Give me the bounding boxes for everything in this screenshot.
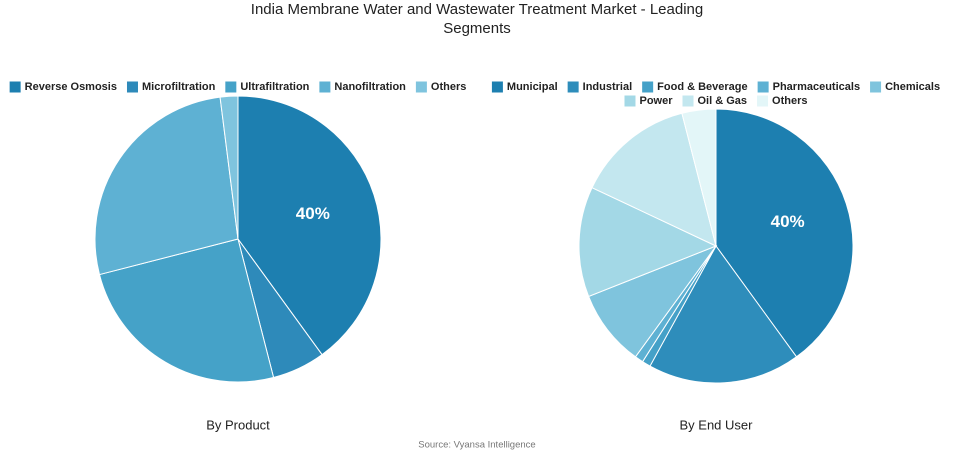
legend-label: Industrial	[583, 81, 633, 93]
data-label: 40%	[771, 212, 805, 231]
legend-item: Pharmaceuticals	[757, 81, 860, 93]
legend-label: Microfiltration	[142, 81, 216, 93]
legend-label: Nanofiltration	[334, 81, 406, 93]
pie-slice	[715, 108, 854, 358]
pie-slice	[681, 108, 717, 247]
legend-label: Food & Beverage	[657, 81, 747, 93]
pie-slice	[219, 95, 239, 240]
legend-label: Chemicals	[885, 81, 940, 93]
legend-item: Ultrafiltration	[225, 81, 310, 93]
pie-slice	[649, 245, 798, 384]
legend-item: Nanofiltration	[319, 81, 406, 93]
legend-label: Pharmaceuticals	[773, 81, 860, 93]
legend-item: Microfiltration	[126, 81, 216, 93]
legend-swatch	[642, 81, 654, 93]
legend-label: Municipal	[507, 81, 558, 93]
pie-slice	[94, 96, 239, 276]
legend-swatch	[9, 81, 21, 93]
pie-title: By Product	[206, 417, 270, 432]
pie-slice	[237, 95, 382, 356]
legend-label: Others	[431, 81, 466, 93]
title-line: Segments	[443, 20, 511, 37]
legend-item: Power	[624, 95, 673, 107]
legend-label: Oil & Gas	[698, 95, 748, 107]
legend-item: Chemicals	[870, 81, 940, 93]
legend-item: Reverse Osmosis	[9, 81, 117, 93]
legend-label: Ultrafiltration	[240, 81, 309, 93]
legend-item: Food & Beverage	[642, 81, 748, 93]
legend-item: Municipal	[491, 81, 558, 93]
legend-swatch	[567, 81, 579, 93]
legend-item: Others	[757, 95, 808, 107]
pie-slice	[98, 238, 275, 383]
legend-swatch	[624, 95, 636, 107]
legend-label: Power	[639, 95, 673, 107]
legend-swatch	[126, 81, 138, 93]
legend-item: Industrial	[567, 81, 633, 93]
legend-swatch	[225, 81, 237, 93]
legend-swatch	[682, 95, 694, 107]
legend-swatch	[757, 95, 769, 107]
data-label: 40%	[296, 204, 330, 223]
legend-swatch	[491, 81, 503, 93]
pie-title: By End User	[680, 417, 754, 432]
legend-swatch	[319, 81, 331, 93]
legend-swatch	[415, 81, 427, 93]
source: Source: Vyansa Intelligence	[418, 440, 535, 451]
legend-item: Oil & Gas	[682, 95, 748, 107]
pie-slice	[591, 112, 717, 247]
legend-label: Others	[772, 95, 807, 107]
legend-item: Others	[415, 81, 466, 93]
pie-slice	[578, 187, 718, 298]
legend-swatch	[757, 81, 769, 93]
chart-title: India Membrane Water and Wastewater Trea…	[251, 1, 703, 37]
legend-swatch	[870, 81, 882, 93]
title-line: India Membrane Water and Wastewater Trea…	[251, 1, 703, 18]
legend-label: Reverse Osmosis	[25, 81, 117, 93]
